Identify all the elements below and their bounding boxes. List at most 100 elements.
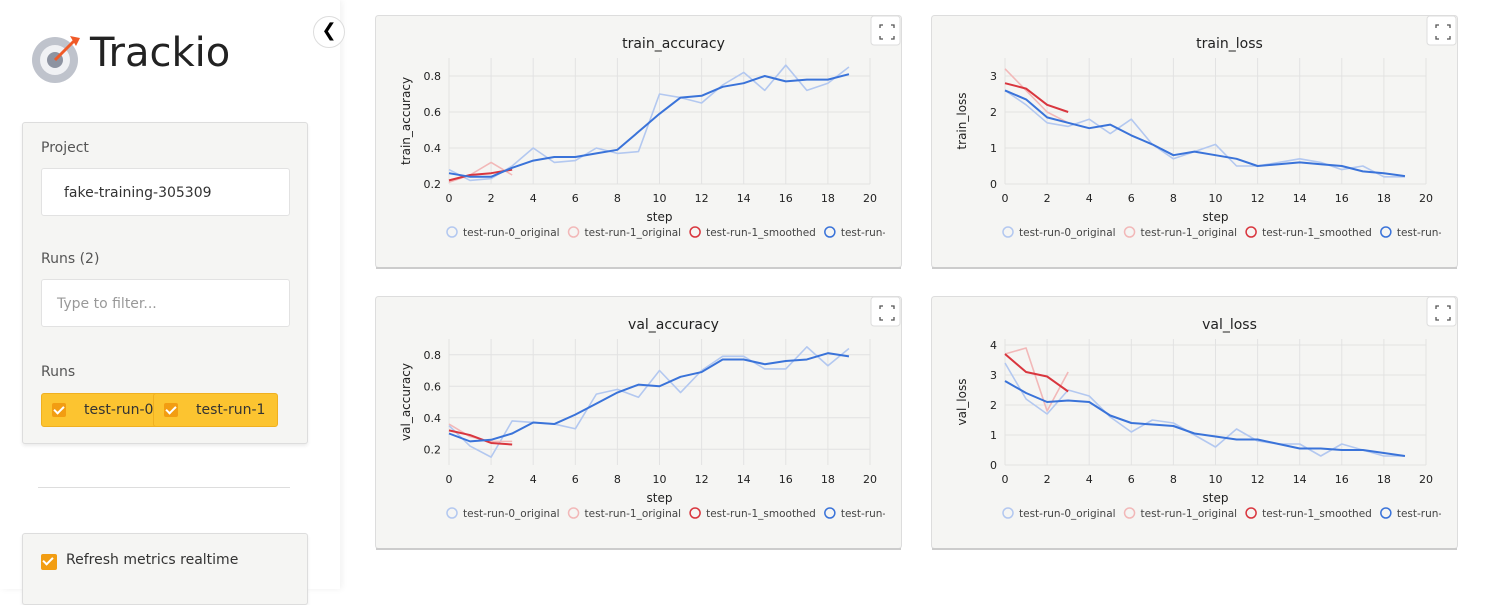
y-tick-label: 0.2 xyxy=(424,443,442,456)
y-tick-label: 2 xyxy=(990,106,997,119)
project-label: Project xyxy=(41,140,89,156)
legend-label: test-run-0_original xyxy=(1019,508,1116,520)
y-tick-label: 3 xyxy=(990,369,997,382)
legend-label: test-run-1_smoothed xyxy=(1262,227,1372,239)
y-tick-label: 0.4 xyxy=(424,142,442,155)
legend-label: test-run-1_original xyxy=(1141,227,1238,239)
legend-label: test-run-0_original xyxy=(1019,227,1116,239)
legend-label: test-run-0_original xyxy=(463,227,560,239)
x-tick-label: 8 xyxy=(614,192,621,205)
x-tick-label: 4 xyxy=(1086,192,1093,205)
x-tick-label: 16 xyxy=(779,192,793,205)
y-tick-label: 0.4 xyxy=(424,412,442,425)
chart-title: val_accuracy xyxy=(628,317,719,333)
y-tick-label: 1 xyxy=(990,429,997,442)
runs-label: Runs xyxy=(41,364,75,380)
page: Trackio ❮ Project fake-training-305309 R… xyxy=(0,0,1500,589)
y-tick-label: 1 xyxy=(990,142,997,155)
x-tick-label: 6 xyxy=(1128,473,1135,486)
x-tick-label: 14 xyxy=(1293,192,1307,205)
x-tick-label: 18 xyxy=(821,473,835,486)
expand-button[interactable] xyxy=(1427,16,1456,45)
y-tick-label: 0.6 xyxy=(424,380,442,393)
project-input[interactable]: fake-training-305309 xyxy=(41,168,290,216)
chart-title: train_accuracy xyxy=(622,36,725,52)
x-tick-label: 12 xyxy=(1251,473,1265,486)
sidebar: Trackio ❮ Project fake-training-305309 R… xyxy=(0,0,340,589)
expand-button[interactable] xyxy=(1427,297,1456,326)
x-tick-label: 12 xyxy=(695,192,709,205)
logo-text: Trackio xyxy=(90,30,230,76)
x-tick-label: 20 xyxy=(863,192,877,205)
x-tick-label: 6 xyxy=(572,473,579,486)
x-tick-label: 16 xyxy=(1335,473,1349,486)
x-tick-label: 0 xyxy=(1002,473,1009,486)
x-tick-label: 16 xyxy=(779,473,793,486)
legend-label: test-run-1_original xyxy=(585,227,682,239)
x-tick-label: 0 xyxy=(446,473,453,486)
legend-label: test-run-1_original xyxy=(1141,508,1238,520)
expand-button-box xyxy=(1427,16,1456,45)
run-name: test-run-0 xyxy=(84,402,153,418)
divider xyxy=(38,487,290,488)
x-tick-label: 20 xyxy=(863,473,877,486)
refresh-label: Refresh metrics realtime xyxy=(66,552,238,568)
refresh-checkbox[interactable] xyxy=(41,554,57,570)
legend-label: test-run-1_smoothed xyxy=(1262,508,1372,520)
chart-title: train_loss xyxy=(1196,36,1263,52)
legend-label: test-run-1_original xyxy=(585,508,682,520)
x-tick-label: 16 xyxy=(1335,192,1349,205)
x-tick-label: 6 xyxy=(572,192,579,205)
x-axis-label: step xyxy=(647,210,673,224)
x-tick-label: 10 xyxy=(653,192,667,205)
collapse-button[interactable]: ❮ xyxy=(313,16,345,48)
x-tick-label: 14 xyxy=(737,473,751,486)
x-tick-label: 10 xyxy=(653,473,667,486)
runs-filter-label: Runs (2) xyxy=(41,251,99,267)
x-tick-label: 18 xyxy=(821,192,835,205)
y-axis-label: val_accuracy xyxy=(399,363,413,441)
x-tick-label: 8 xyxy=(614,473,621,486)
x-tick-label: 0 xyxy=(1002,192,1009,205)
filter-input[interactable]: Type to filter... xyxy=(41,279,290,327)
expand-button[interactable] xyxy=(871,16,900,45)
x-tick-label: 2 xyxy=(1044,473,1051,486)
x-tick-label: 12 xyxy=(1251,192,1265,205)
expand-button[interactable] xyxy=(871,297,900,326)
run-checkbox[interactable]: test-run-0 xyxy=(41,393,166,427)
x-tick-label: 2 xyxy=(488,473,495,486)
x-tick-label: 6 xyxy=(1128,192,1135,205)
expand-button-box xyxy=(1427,297,1456,326)
x-tick-label: 2 xyxy=(1044,192,1051,205)
settings-panel: Project fake-training-305309 Runs (2) Ty… xyxy=(22,122,308,444)
y-tick-label: 3 xyxy=(990,70,997,83)
x-tick-label: 4 xyxy=(1086,473,1093,486)
x-tick-label: 14 xyxy=(737,192,751,205)
x-tick-label: 10 xyxy=(1209,192,1223,205)
y-axis-label: train_accuracy xyxy=(399,77,413,165)
legend-label: test-run-0_original xyxy=(463,508,560,520)
x-axis-label: step xyxy=(1203,210,1229,224)
x-tick-label: 14 xyxy=(1293,473,1307,486)
y-axis-label: train_loss xyxy=(955,92,969,149)
x-tick-label: 4 xyxy=(530,473,537,486)
x-tick-label: 18 xyxy=(1377,473,1391,486)
run-checkbox[interactable]: test-run-1 xyxy=(153,393,278,427)
y-tick-label: 0.6 xyxy=(424,106,442,119)
expand-button-box xyxy=(871,16,900,45)
x-axis-label: step xyxy=(1203,491,1229,505)
y-tick-label: 0 xyxy=(990,459,997,472)
y-tick-label: 2 xyxy=(990,399,997,412)
x-axis-label: step xyxy=(647,491,673,505)
chart-title: val_loss xyxy=(1202,317,1257,333)
y-tick-label: 4 xyxy=(990,339,997,352)
run-name: test-run-1 xyxy=(196,402,265,418)
y-axis-label: val_loss xyxy=(955,379,969,426)
legend-label: test-run-1_smoothed xyxy=(706,227,816,239)
x-tick-label: 8 xyxy=(1170,473,1177,486)
expand-button-box xyxy=(871,297,900,326)
